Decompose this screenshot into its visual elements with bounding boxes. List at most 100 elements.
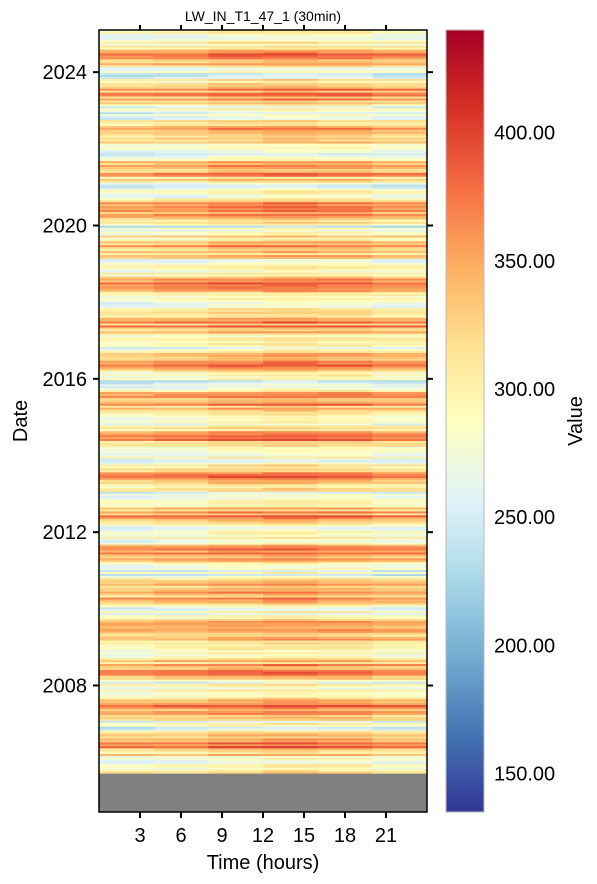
heatmap-cell [372, 509, 427, 513]
heatmap-cell [153, 417, 209, 421]
heatmap-cell [372, 759, 427, 763]
heatmap-cell [208, 241, 264, 244]
heatmap-cell [372, 266, 427, 270]
heatmap-cell [153, 168, 209, 172]
heatmap-cell [99, 133, 155, 137]
heatmap-cell [372, 382, 427, 385]
heatmap-cell [99, 125, 155, 129]
heatmap-cell [99, 595, 155, 599]
heatmap-cell [208, 294, 264, 297]
heatmap-cell [208, 374, 264, 377]
heatmap-cell [153, 151, 209, 154]
heatmap-cell [208, 452, 264, 456]
heatmap-cell [208, 752, 264, 755]
heatmap-cell [153, 425, 209, 428]
heatmap-cell [263, 730, 319, 734]
heatmap-cell [208, 695, 264, 698]
heatmap-cell [372, 556, 427, 559]
heatmap-cell [99, 358, 155, 362]
heatmap-cell [208, 118, 264, 121]
heatmap-cell [317, 401, 373, 405]
heatmap-cell [263, 489, 319, 493]
heatmap-cell [208, 331, 264, 334]
heatmap-cell [153, 243, 209, 246]
heatmap-cell [153, 380, 209, 383]
heatmap-cell [99, 716, 155, 720]
heatmap-cell [263, 235, 319, 239]
heatmap-cell [99, 701, 155, 704]
heatmap-cell [208, 742, 264, 745]
heatmap-cell [317, 454, 373, 458]
heatmap-cell [317, 125, 373, 129]
heatmap-cell [317, 687, 373, 691]
heatmap-cell [208, 284, 264, 287]
heatmap-cell [317, 742, 373, 745]
heatmap-cell [153, 120, 209, 123]
heatmap-cell [153, 767, 209, 771]
heatmap-cell [372, 652, 427, 655]
heatmap-cell [153, 640, 209, 644]
colorbar-tick-label: 250.00 [494, 507, 555, 529]
heatmap-cell [153, 159, 209, 162]
heatmap-cell [317, 540, 373, 544]
heatmap-cell [317, 147, 373, 150]
heatmap-cell [372, 595, 427, 599]
heatmap-cell [317, 609, 373, 612]
heatmap-cell [263, 738, 319, 741]
heatmap-cell [263, 658, 319, 661]
heatmap-cell [99, 382, 155, 385]
heatmap-cell [153, 198, 209, 201]
heatmap-cell [153, 621, 209, 624]
heatmap-cell [208, 290, 264, 293]
heatmap-cell [372, 689, 427, 693]
heatmap-cell [263, 703, 319, 706]
heatmap-cell [153, 114, 209, 117]
heatmap-cell [99, 534, 155, 538]
heatmap-cell [317, 384, 373, 387]
heatmap-cell [372, 151, 427, 154]
heatmap-cell [99, 472, 155, 475]
heatmap-cell [317, 527, 373, 530]
heatmap-cell [153, 94, 209, 98]
heatmap-cell [317, 288, 373, 291]
heatmap-cell [263, 591, 319, 595]
heatmap-cell [99, 104, 155, 107]
heatmap-cell [153, 534, 209, 538]
heatmap-cell [208, 292, 264, 295]
heatmap-cell [153, 388, 209, 391]
heatmap-cell [208, 395, 264, 399]
heatmap-cell [317, 472, 373, 475]
heatmap-cell [99, 579, 155, 583]
heatmap-cell [372, 654, 427, 657]
heatmap-cell [153, 444, 209, 448]
heatmap-cell [208, 607, 264, 610]
heatmap-cell [99, 157, 155, 160]
heatmap-cell [99, 229, 155, 233]
heatmap-cell [208, 460, 264, 464]
heatmap-cell [263, 290, 319, 293]
heatmap-cell [372, 761, 427, 765]
heatmap-cell [263, 166, 319, 170]
heatmap-cell [99, 194, 155, 197]
heatmap-cell [372, 667, 427, 671]
x-tick-label: 15 [293, 825, 315, 847]
heatmap-cell [317, 421, 373, 424]
heatmap-cell [99, 593, 155, 597]
heatmap-cell [317, 78, 373, 82]
heatmap-cell [317, 558, 373, 561]
heatmap-cell [263, 241, 319, 244]
heatmap-cell [153, 251, 209, 254]
heatmap-cell [372, 538, 427, 542]
heatmap-cell [372, 630, 427, 634]
heatmap-cell [263, 403, 319, 407]
heatmap-cell [263, 57, 319, 60]
heatmap-cell [99, 693, 155, 696]
heatmap-cell [317, 225, 373, 229]
heatmap-cell [99, 501, 155, 505]
heatmap-cell [372, 343, 427, 346]
heatmap-cell [99, 714, 155, 718]
heatmap-cell [372, 666, 427, 669]
heatmap-cell [153, 208, 209, 211]
heatmap-cell [153, 519, 209, 522]
heatmap-cell [372, 671, 427, 675]
